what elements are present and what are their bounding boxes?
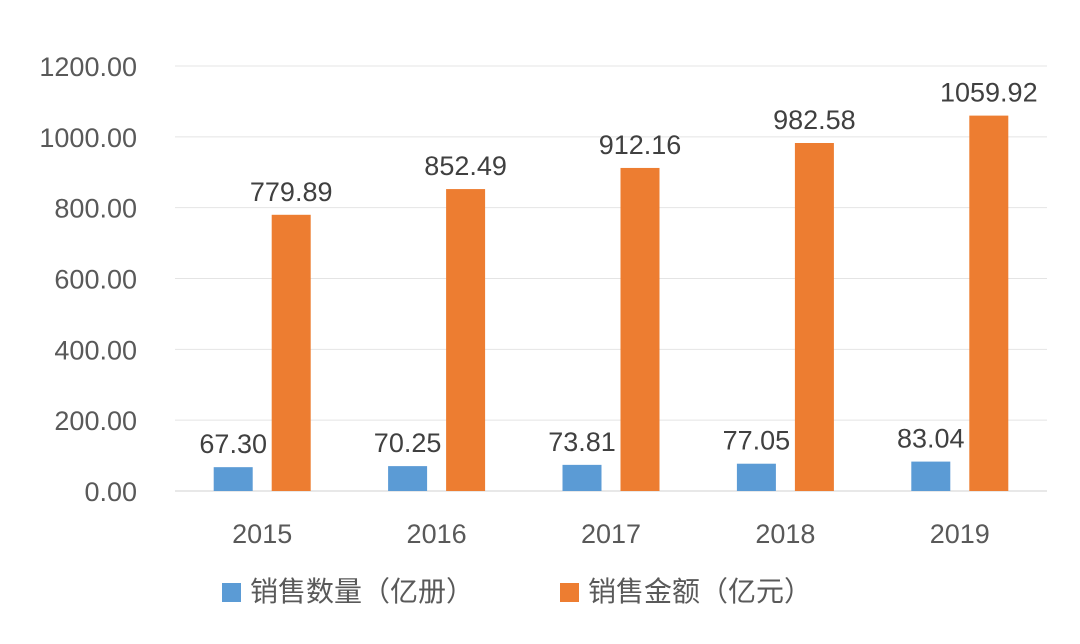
y-tick-label: 400.00 — [54, 335, 137, 365]
data-label: 779.89 — [250, 177, 333, 207]
bar-sales-volume-2018 — [736, 463, 776, 491]
y-tick-label: 600.00 — [54, 265, 137, 295]
x-tick-label: 2015 — [232, 519, 292, 549]
x-tick-label: 2019 — [930, 519, 990, 549]
bar-sales-amount-2017 — [620, 167, 660, 491]
y-tick-label: 1000.00 — [39, 123, 137, 153]
data-label: 73.81 — [548, 427, 616, 457]
data-label: 852.49 — [424, 151, 507, 181]
data-labels: 67.30 70.25 73.81 77.05 83.04 779.89 852.49 912… — [199, 78, 1037, 460]
legend-label: 销售数量（亿册） — [250, 575, 474, 608]
y-tick-label: 200.00 — [54, 406, 137, 436]
y-tick-label: 0.00 — [84, 477, 137, 507]
bar-sales-amount-2019 — [969, 115, 1009, 491]
y-tick-label: 800.00 — [54, 194, 137, 224]
x-axis: 2015 2016 2017 2018 2019 — [232, 519, 990, 549]
data-label: 83.04 — [897, 424, 965, 454]
y-axis: 0.00 200.00 400.00 600.00 800.00 1000.00 1200.… — [39, 52, 137, 507]
data-label: 77.05 — [723, 426, 791, 456]
data-label: 67.30 — [199, 429, 267, 459]
bar-sales-amount-2018 — [794, 143, 834, 491]
bar-sales-volume-2015 — [213, 467, 253, 491]
bar-sales-volume-2019 — [911, 461, 951, 491]
gridlines — [175, 65, 1047, 492]
bar-sales-amount-2015 — [271, 214, 311, 492]
bar-sales-volume-2017 — [562, 464, 602, 491]
bars — [213, 115, 1009, 492]
data-label: 1059.92 — [940, 78, 1038, 108]
legend: 销售数量（亿册） 销售金额（亿元） — [222, 575, 812, 608]
legend-label: 销售金额（亿元） — [588, 575, 812, 608]
x-tick-label: 2016 — [407, 519, 467, 549]
x-tick-label: 2017 — [581, 519, 641, 549]
x-tick-label: 2018 — [755, 519, 815, 549]
legend-swatch — [222, 583, 241, 602]
legend-swatch — [560, 583, 579, 602]
data-label: 912.16 — [599, 130, 682, 160]
y-tick-label: 1200.00 — [39, 52, 137, 82]
bar-sales-volume-2016 — [388, 466, 428, 491]
bar-sales-amount-2016 — [446, 189, 486, 491]
data-label: 982.58 — [773, 105, 856, 135]
data-label: 70.25 — [374, 428, 442, 458]
